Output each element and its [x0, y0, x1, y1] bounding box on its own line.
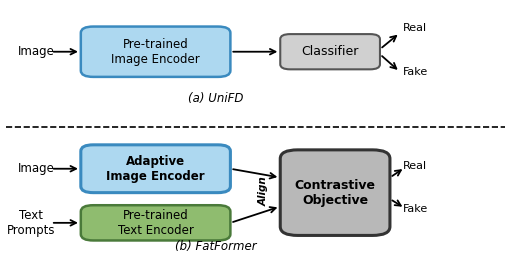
Text: Adaptive
Image Encoder: Adaptive Image Encoder	[106, 155, 205, 183]
Text: Text
Prompts: Text Prompts	[7, 209, 55, 237]
Text: (a) UniFD: (a) UniFD	[187, 92, 242, 105]
Text: Align: Align	[258, 176, 268, 206]
Text: (b) FatFormer: (b) FatFormer	[174, 240, 256, 253]
Text: Classifier: Classifier	[301, 45, 358, 58]
Text: Real: Real	[401, 161, 426, 171]
Text: Fake: Fake	[401, 204, 427, 214]
Text: Pre-trained
Image Encoder: Pre-trained Image Encoder	[111, 38, 199, 66]
Text: Contrastive
Objective: Contrastive Objective	[294, 179, 375, 207]
FancyBboxPatch shape	[81, 205, 230, 240]
Text: Image: Image	[18, 45, 54, 58]
Text: Fake: Fake	[401, 67, 427, 77]
Text: Pre-trained
Text Encoder: Pre-trained Text Encoder	[118, 209, 193, 237]
FancyBboxPatch shape	[81, 27, 230, 77]
FancyBboxPatch shape	[280, 150, 389, 236]
FancyBboxPatch shape	[280, 34, 379, 69]
FancyBboxPatch shape	[81, 145, 230, 193]
Text: Real: Real	[401, 23, 426, 33]
Text: Image: Image	[18, 162, 54, 175]
